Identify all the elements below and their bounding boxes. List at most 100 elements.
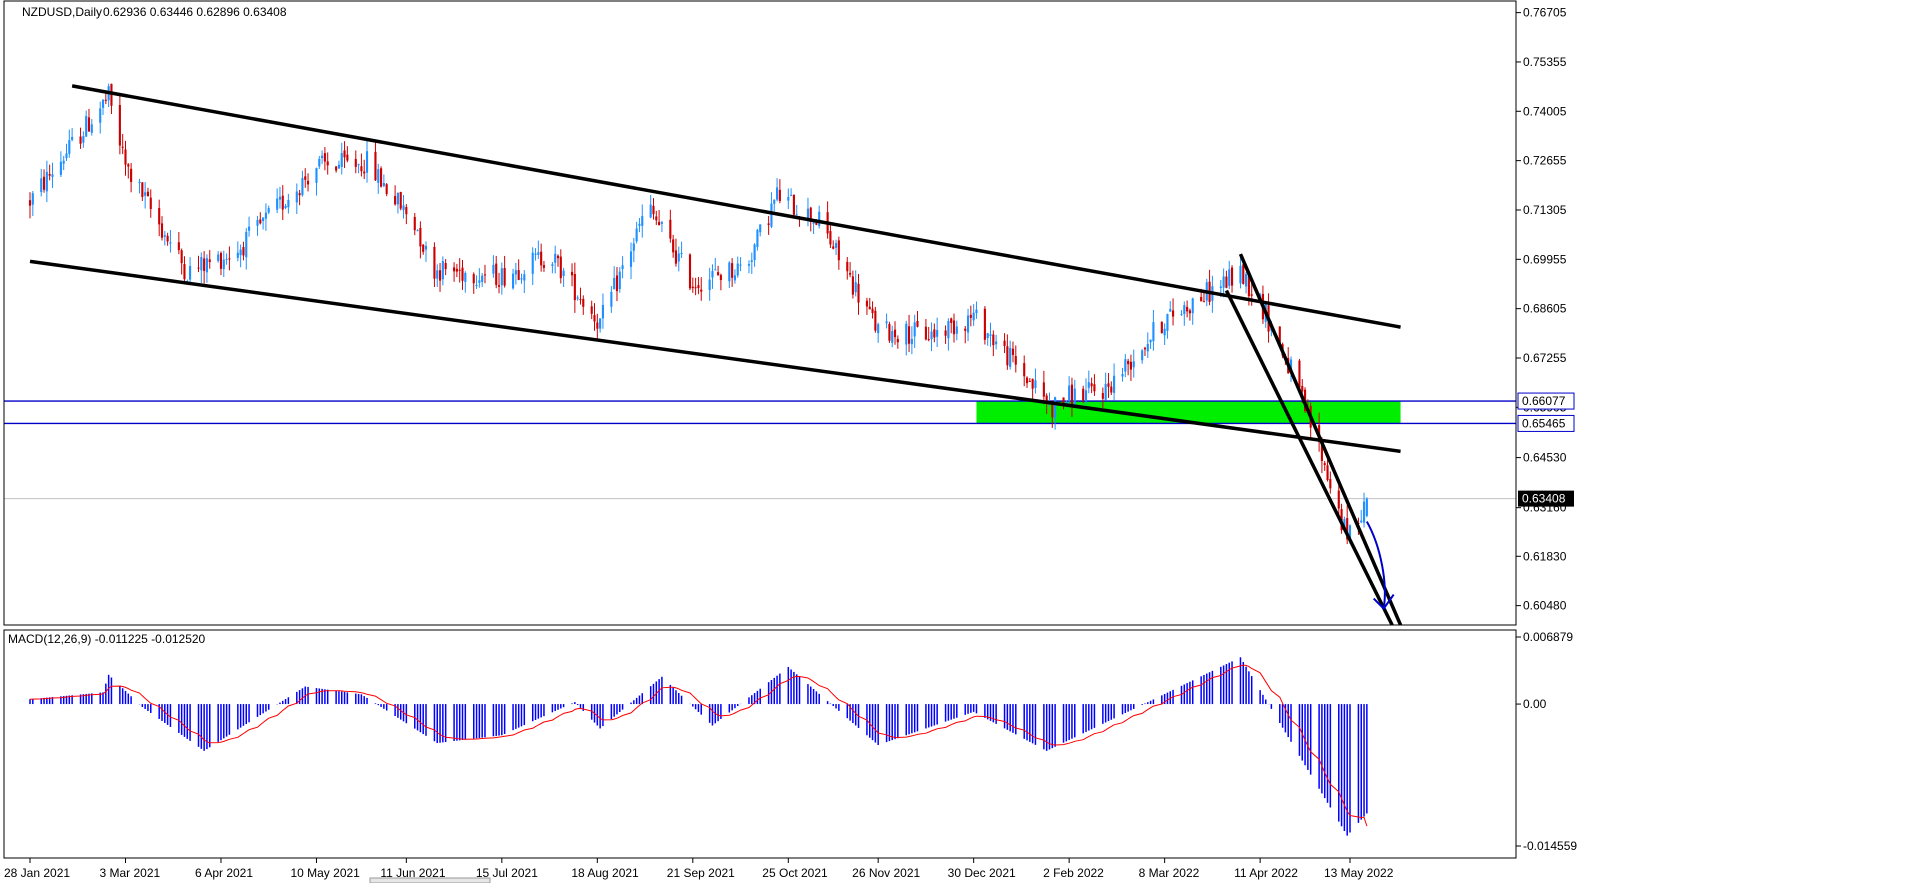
time-tick-label: 15 Jul 2021 [476,866,538,880]
candle [326,152,329,175]
price-tick-label: 0.69955 [1523,252,1567,266]
time-tick-label: 13 May 2022 [1324,866,1394,880]
candle [180,248,183,275]
candle [1034,368,1037,394]
candle-body [632,243,635,251]
price-tick-label: 0.74005 [1523,104,1567,118]
candle [818,205,821,229]
projection-arrow [1365,521,1386,609]
candle [1360,510,1363,524]
candle-body [955,326,958,334]
candle-body [593,315,596,322]
candle-body [335,166,338,171]
horizontal-scrollbar[interactable] [369,877,491,884]
trendline-channel-top[interactable] [71,84,1401,329]
candle [200,252,203,283]
candle [582,295,585,315]
candle [203,251,206,284]
time-tick-label: 3 Mar 2021 [99,866,160,880]
candle [885,313,888,329]
candle-body [610,291,613,307]
candle-body [1239,265,1242,284]
level-price-box [1517,392,1575,410]
candle [1152,309,1155,351]
candle-body [59,161,62,175]
candle [1166,313,1169,339]
candle-body [599,318,602,329]
candle-body [790,194,793,196]
candle-body [1073,388,1076,408]
candle [1121,367,1124,382]
candle-body [559,256,562,279]
candle-body [829,231,832,245]
candle [677,246,680,272]
candle-body [753,244,756,261]
candle-body [995,341,998,345]
candle-body [500,268,503,286]
candle [481,272,484,287]
candle-body [1011,348,1015,356]
candle [1326,456,1329,482]
candle-body [877,324,880,334]
projection-arrow-head [1372,593,1395,611]
candle [1093,374,1096,396]
candle-body [225,258,228,260]
candle [323,147,326,171]
candle-body [1169,309,1172,312]
candle-body [952,320,956,335]
candle [947,318,950,351]
candle-body [1242,264,1245,284]
candle [658,210,661,226]
candle-body [379,168,383,187]
candle [1163,323,1166,346]
candle [259,212,262,225]
candle [1107,373,1110,398]
candle-body [1320,441,1323,462]
current-price-label: 0.63408 [1522,492,1566,506]
time-tick-label: 18 Aug 2021 [571,866,639,880]
macd-pane-frame [3,629,1517,859]
candle [357,163,360,174]
candle-body [674,250,678,264]
candle [144,182,147,209]
time-tick-label: 10 May 2021 [290,866,360,880]
candle-body [1247,275,1250,297]
candle-body [503,267,506,286]
candle [45,160,48,203]
candle [1188,308,1191,321]
candle-body [621,265,624,270]
candle-body [927,339,930,341]
trendline-down-channel-lower[interactable] [1224,289,1394,625]
candle [315,167,318,196]
candle [649,195,652,219]
candle-body [893,329,897,338]
trendline-channel-bottom[interactable] [29,259,1401,454]
candle-body [354,158,357,167]
candle-body [138,181,141,184]
level-price-label: 0.65465 [1522,416,1566,430]
candle [385,182,388,197]
level-price-box [1517,414,1575,432]
trendline-down-channel-upper[interactable] [1238,253,1403,625]
candle-body [382,182,385,187]
candle-body [144,192,147,196]
candle [554,245,557,274]
candle [360,153,363,177]
candle [335,165,338,173]
candle-body [1278,326,1281,345]
candle-body [200,257,203,271]
candle-body [464,272,467,282]
candle [99,101,102,134]
candle-body [337,164,341,169]
candle-body [551,264,554,266]
candle-body [149,197,152,209]
candle [1228,260,1231,290]
candle [1141,349,1144,364]
candle [438,262,442,292]
candle-body [537,252,540,255]
level-price-label: 0.66077 [1522,394,1566,408]
candle-body [1171,310,1175,317]
candle [655,210,658,225]
candle-body [497,285,501,287]
